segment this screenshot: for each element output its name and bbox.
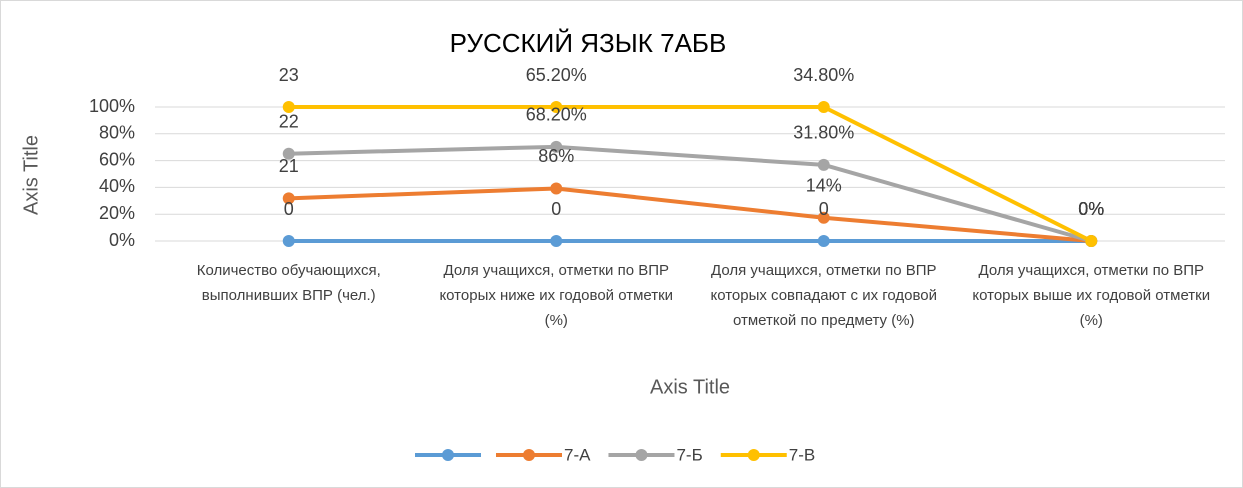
- data-label: 68.20%: [526, 105, 587, 125]
- y-tick-label: 100%: [89, 96, 135, 116]
- y-tick-label: 40%: [99, 176, 135, 196]
- marker: [282, 192, 295, 205]
- marker: [550, 182, 563, 195]
- x-axis-title: Axis Title: [650, 376, 730, 398]
- legend-marker: [523, 449, 535, 461]
- data-label: 34.80%: [793, 65, 854, 85]
- marker: [550, 140, 563, 153]
- y-tick-label: 20%: [99, 203, 135, 223]
- marker: [817, 211, 830, 224]
- legend-marker: [442, 449, 454, 461]
- x-tick-label: Доля учащихся, отметки по ВПР которых вы…: [972, 262, 1211, 329]
- marker: [1085, 235, 1098, 247]
- marker: [282, 147, 295, 160]
- data-label: 14%: [806, 175, 842, 195]
- marker: [817, 235, 830, 247]
- data-label: 0%: [1078, 199, 1104, 219]
- data-label: 0%: [1078, 199, 1104, 219]
- chart-title: РУССКИЙ ЯЗЫК 7АБВ: [450, 28, 727, 58]
- y-axis-title: Axis Title: [20, 135, 42, 215]
- legend-label: 7-А: [564, 445, 591, 464]
- y-tick-label: 60%: [99, 149, 135, 169]
- data-label: 0: [819, 199, 829, 219]
- data-label: 0: [284, 199, 294, 219]
- marker: [817, 101, 830, 113]
- x-tick-label: Доля учащихся, отметки по ВПР которых ни…: [439, 262, 674, 329]
- data-label: 31.80%: [793, 123, 854, 143]
- data-label: 86%: [538, 146, 574, 166]
- marker: [817, 158, 830, 171]
- x-tick-label: Количество обучающихся, выполнивших ВПР …: [196, 262, 381, 304]
- marker: [282, 235, 295, 247]
- data-label: 21: [279, 156, 299, 176]
- marker: [550, 101, 563, 113]
- data-label: 65.20%: [526, 65, 587, 85]
- y-tick-label: 0%: [109, 230, 135, 250]
- data-label: 22: [279, 111, 299, 131]
- data-label: 23: [279, 65, 299, 85]
- y-tick-label: 80%: [99, 123, 135, 143]
- line-series: [288, 186, 1092, 243]
- line-series: [288, 144, 1092, 243]
- x-tick-label: Доля учащихся, отметки по ВПР которых со…: [710, 262, 938, 329]
- data-label: 0%: [1078, 199, 1104, 219]
- marker: [550, 235, 563, 247]
- legend-label: 7-Б: [676, 445, 702, 464]
- legend-marker: [747, 449, 760, 461]
- legend-label: 7-В: [789, 445, 815, 464]
- legend-marker: [635, 449, 648, 461]
- data-label: 0: [551, 199, 561, 219]
- marker: [282, 101, 295, 113]
- data-label: 0%: [1078, 199, 1104, 219]
- line-series: [288, 105, 1093, 243]
